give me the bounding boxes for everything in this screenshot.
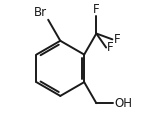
Text: F: F xyxy=(113,33,120,46)
Text: F: F xyxy=(107,41,114,54)
Text: OH: OH xyxy=(114,97,132,110)
Text: F: F xyxy=(93,3,100,16)
Text: Br: Br xyxy=(34,6,47,19)
